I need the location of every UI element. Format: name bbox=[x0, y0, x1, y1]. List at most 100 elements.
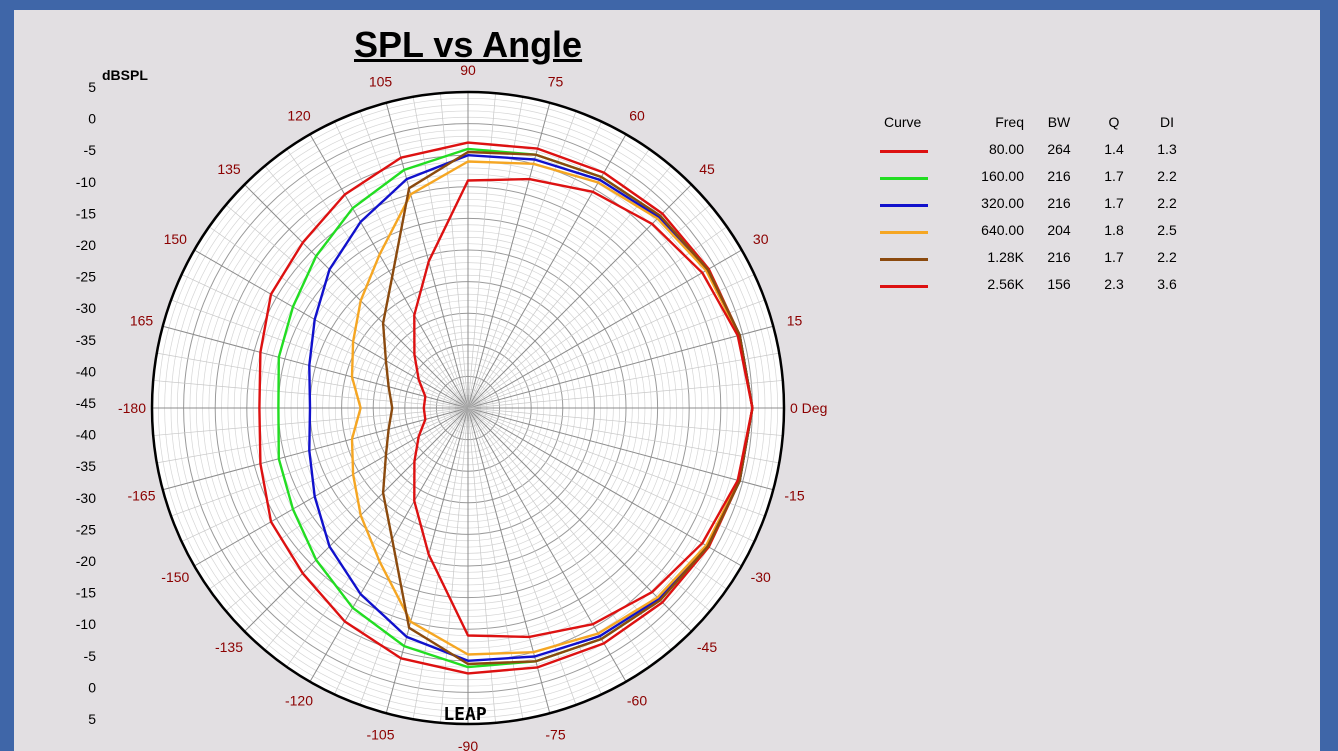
angle-tick-label: 0 Deg bbox=[790, 400, 827, 416]
legend-swatch bbox=[880, 177, 928, 180]
legend-freq: 80.00 bbox=[988, 141, 1024, 157]
grid-spoke bbox=[162, 325, 469, 409]
angle-tick-label: 120 bbox=[287, 107, 311, 123]
grid-spoke bbox=[244, 407, 469, 632]
grid-spoke bbox=[412, 96, 469, 409]
grid-spoke bbox=[467, 407, 577, 706]
radial-tick-label: 0 bbox=[88, 679, 96, 695]
angle-tick-label: -165 bbox=[127, 488, 155, 504]
legend-di: 2.5 bbox=[1157, 222, 1177, 238]
grid-spoke bbox=[467, 299, 766, 409]
plot-outer-ring bbox=[150, 90, 786, 726]
grid-spoke bbox=[208, 226, 469, 409]
grid-spoke bbox=[467, 407, 755, 542]
grid-spoke bbox=[467, 407, 524, 720]
legend-header-di: DI bbox=[1160, 114, 1174, 130]
grid-spoke bbox=[467, 204, 711, 409]
grid-spoke bbox=[286, 148, 469, 409]
grid-spoke bbox=[467, 110, 577, 409]
legend-bw: 156 bbox=[1047, 276, 1071, 292]
grid-spoke bbox=[467, 352, 780, 409]
grid-spoke bbox=[467, 407, 711, 612]
grid-spoke bbox=[467, 407, 728, 590]
radial-tick-label: -20 bbox=[76, 237, 96, 253]
grid-spoke bbox=[467, 249, 742, 409]
legend-di: 2.2 bbox=[1157, 168, 1177, 184]
radial-tick-label: -25 bbox=[76, 269, 96, 285]
legend-bw: 264 bbox=[1047, 141, 1071, 157]
grid-spoke bbox=[225, 407, 469, 612]
angle-tick-label: -105 bbox=[366, 727, 394, 743]
angle-tick-label: 150 bbox=[164, 231, 188, 247]
radial-tick-label: -15 bbox=[76, 585, 96, 601]
grid-spoke bbox=[334, 121, 469, 409]
angle-tick-label: -75 bbox=[545, 727, 565, 743]
grid-spoke bbox=[359, 110, 469, 409]
legend-bw: 204 bbox=[1047, 222, 1071, 238]
angle-tick-label: 75 bbox=[548, 74, 564, 90]
radial-tick-label: 0 bbox=[88, 111, 96, 127]
grid-spoke bbox=[467, 184, 692, 409]
legend-swatch bbox=[880, 204, 928, 207]
grid-spoke bbox=[309, 134, 469, 409]
legend-swatch bbox=[880, 285, 928, 288]
legend-swatch bbox=[880, 150, 928, 153]
grid-spoke bbox=[162, 407, 469, 491]
legend-header-freq: Freq bbox=[995, 114, 1024, 130]
grid-spoke bbox=[359, 407, 469, 706]
legend-bw: 216 bbox=[1047, 168, 1071, 184]
radial-tick-label: -5 bbox=[84, 142, 97, 158]
legend-freq: 2.56K bbox=[987, 276, 1024, 292]
grid-spoke bbox=[244, 184, 469, 409]
radial-tick-label: -5 bbox=[84, 648, 97, 664]
radial-tick-label: -30 bbox=[76, 490, 96, 506]
grid-spoke bbox=[385, 407, 469, 714]
angle-tick-label: 45 bbox=[699, 161, 715, 177]
series-curve bbox=[413, 177, 754, 639]
legend-header-q: Q bbox=[1108, 114, 1120, 130]
legend-header-bw: BW bbox=[1047, 114, 1071, 130]
legend-freq: 1.28K bbox=[987, 249, 1024, 265]
grid-spoke bbox=[467, 325, 774, 409]
legend-q: 1.4 bbox=[1104, 141, 1124, 157]
legend-bw: 216 bbox=[1047, 195, 1071, 211]
radial-tick-label: 5 bbox=[88, 711, 96, 727]
radial-tick-label: 5 bbox=[88, 79, 96, 95]
series-curve bbox=[381, 150, 754, 666]
angle-tick-label: 15 bbox=[787, 313, 803, 329]
legend-di: 1.3 bbox=[1157, 141, 1177, 157]
polar-plot: 0 Deg 15 30 45 60 75 90 105 120 135 150 165 -180 -165… bbox=[76, 62, 828, 751]
angle-tick-label: -120 bbox=[285, 693, 313, 709]
radial-tick-label: -15 bbox=[76, 205, 96, 221]
radial-tick-label: -45 bbox=[76, 395, 96, 411]
angle-tick-label: -135 bbox=[215, 639, 243, 655]
radial-tick-label: -20 bbox=[76, 553, 96, 569]
legend-q: 1.7 bbox=[1104, 168, 1124, 184]
legend-freq: 160.00 bbox=[981, 168, 1024, 184]
grid-spoke bbox=[467, 407, 742, 567]
series-curve bbox=[258, 141, 754, 675]
grid-spoke bbox=[440, 407, 469, 723]
grid-spoke bbox=[170, 407, 469, 517]
grid-spoke bbox=[225, 204, 469, 409]
grid-spoke bbox=[467, 407, 774, 491]
angle-tick-label: -30 bbox=[751, 569, 771, 585]
radial-tick-label: -40 bbox=[76, 427, 96, 443]
grid-spoke bbox=[194, 249, 469, 409]
grid-spoke bbox=[467, 407, 783, 436]
grid-spoke bbox=[412, 407, 469, 720]
legend-swatch bbox=[880, 258, 928, 261]
radial-tick-label: -40 bbox=[76, 363, 96, 379]
grid-spoke bbox=[467, 96, 524, 409]
legend-bw: 216 bbox=[1047, 249, 1071, 265]
legend-di: 2.2 bbox=[1157, 195, 1177, 211]
radial-tick-label: -25 bbox=[76, 521, 96, 537]
grid-spoke bbox=[467, 407, 766, 517]
grid-spoke bbox=[286, 407, 469, 668]
window-frame: SPL vs Angle 0 Deg 15 30 45 60 75 90 105 120 135 1… bbox=[6, 6, 1326, 751]
angle-tick-label: -180 bbox=[118, 400, 146, 416]
chart-panel: SPL vs Angle 0 Deg 15 30 45 60 75 90 105 120 135 1… bbox=[14, 10, 1320, 751]
legend-freq: 320.00 bbox=[981, 195, 1024, 211]
angle-tick-label: 165 bbox=[130, 313, 154, 329]
grid-spoke bbox=[194, 407, 469, 567]
